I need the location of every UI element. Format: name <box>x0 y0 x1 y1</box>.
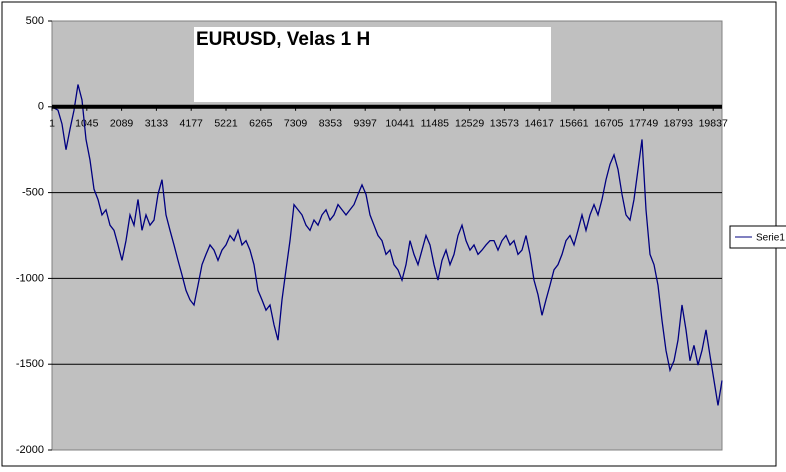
series-line <box>51 84 723 406</box>
x-tick-label: 7309 <box>284 118 308 130</box>
x-tick-label: 12529 <box>455 118 484 130</box>
x-tick-label: 5221 <box>214 118 238 130</box>
x-tick-label: 4177 <box>180 118 204 130</box>
x-tick-label: 9397 <box>354 118 378 130</box>
x-tick-label: 10441 <box>385 118 414 130</box>
x-tick-label: 2089 <box>110 118 134 130</box>
y-tick-label: -1000 <box>16 272 44 284</box>
y-tick-label: -1500 <box>16 358 44 370</box>
x-tick-label: 3133 <box>145 118 169 130</box>
y-tick-label: -500 <box>22 187 44 199</box>
x-tick-label: 14617 <box>525 118 554 130</box>
x-tick-label: 8353 <box>319 118 343 130</box>
legend-label: Serie1 <box>756 233 785 244</box>
x-tick-label: 11485 <box>421 118 450 130</box>
x-tick-label: 15661 <box>559 118 588 130</box>
legend-box <box>729 225 786 249</box>
title-box <box>194 27 551 102</box>
x-tick-label: 13573 <box>490 118 519 130</box>
x-tick-label: 17749 <box>629 118 658 130</box>
y-tick-label: 0 <box>38 101 44 113</box>
x-tick-label: 6265 <box>249 118 273 130</box>
x-tick-label: 16705 <box>594 118 623 130</box>
x-tick-label: 1 <box>49 118 55 130</box>
y-tick-label: 500 <box>26 15 44 27</box>
x-tick-label: 19837 <box>699 118 728 130</box>
x-tick-label: 1045 <box>75 118 99 130</box>
y-tick-label: -2000 <box>16 444 44 456</box>
x-tick-label: 18793 <box>664 118 693 130</box>
chart-title: EURUSD, Velas 1 H <box>196 29 370 50</box>
